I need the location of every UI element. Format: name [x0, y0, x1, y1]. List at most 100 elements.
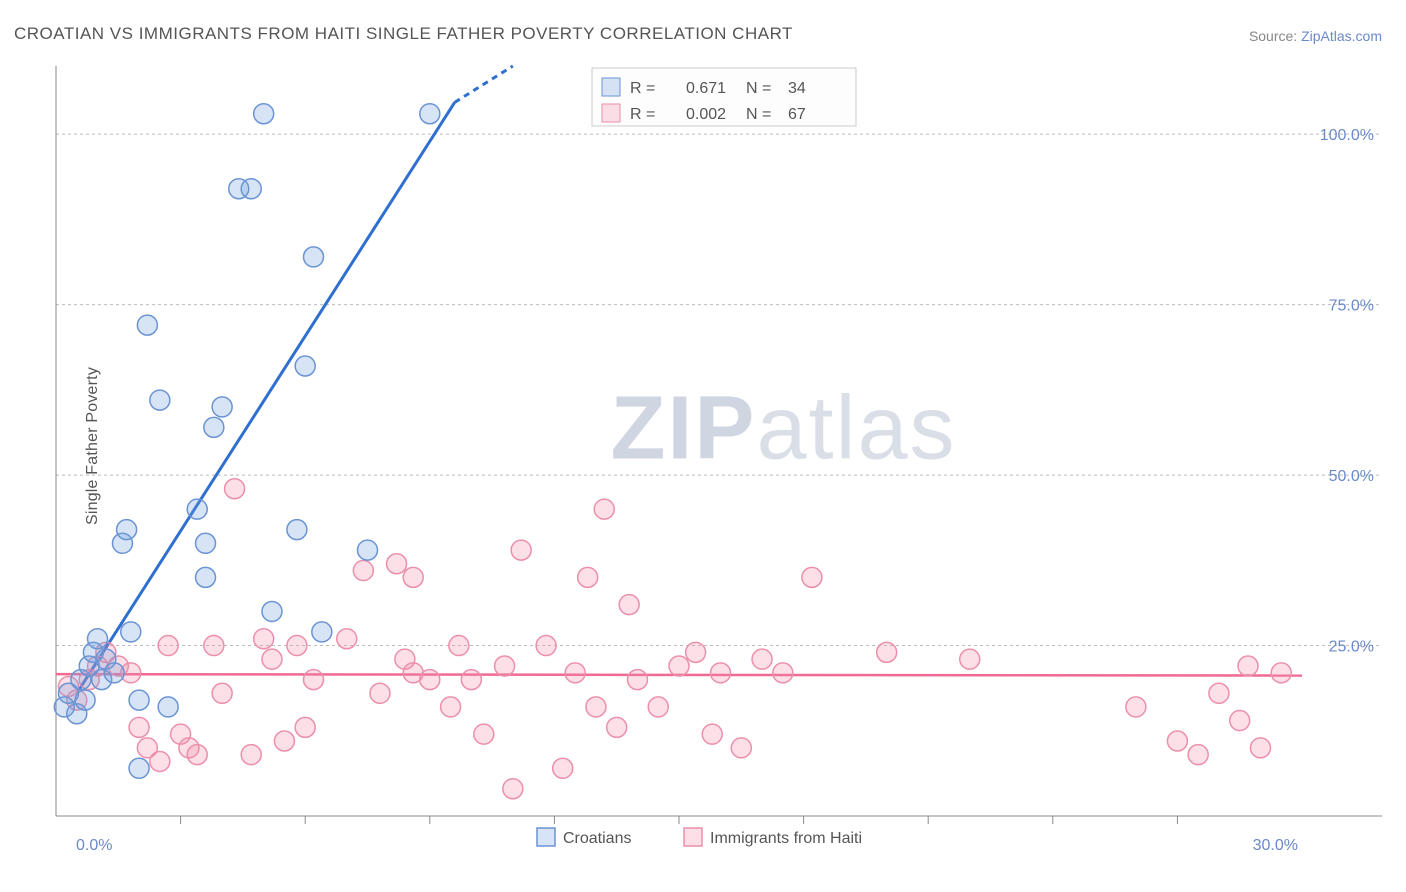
legend-r-label: R =	[630, 80, 655, 97]
point-haiti	[586, 697, 606, 717]
point-croatians	[117, 520, 137, 540]
point-haiti	[553, 758, 573, 778]
y-tick-label: 75.0%	[1329, 298, 1374, 315]
point-haiti	[370, 683, 390, 703]
point-haiti	[536, 636, 556, 656]
y-tick-label: 25.0%	[1329, 639, 1374, 656]
point-haiti	[449, 636, 469, 656]
point-haiti	[711, 663, 731, 683]
point-haiti	[802, 567, 822, 587]
point-haiti	[1188, 745, 1208, 765]
point-haiti	[420, 670, 440, 690]
point-haiti	[619, 595, 639, 615]
point-haiti	[503, 779, 523, 799]
point-croatians	[312, 622, 332, 642]
legend-n-label: N =	[746, 106, 771, 123]
point-croatians	[295, 356, 315, 376]
point-haiti	[295, 717, 315, 737]
point-haiti	[1209, 683, 1229, 703]
point-haiti	[578, 567, 598, 587]
point-haiti	[150, 751, 170, 771]
point-haiti	[337, 629, 357, 649]
point-croatians	[287, 520, 307, 540]
y-tick-label: 50.0%	[1329, 468, 1374, 485]
point-haiti	[752, 649, 772, 669]
legend-swatch-haiti	[602, 104, 620, 122]
legend-r-value: 0.002	[686, 106, 726, 123]
point-croatians	[129, 690, 149, 710]
source-credit: Source: ZipAtlas.com	[1249, 28, 1382, 44]
point-croatians	[420, 104, 440, 124]
point-croatians	[129, 758, 149, 778]
point-croatians	[88, 629, 108, 649]
x-tick-label: 0.0%	[76, 837, 112, 854]
legend-bottom-swatch-haiti	[684, 828, 702, 846]
trend-line-dash-croatians	[455, 66, 513, 102]
legend-r-value: 0.671	[686, 80, 726, 97]
source-link[interactable]: ZipAtlas.com	[1301, 28, 1382, 44]
point-haiti	[960, 649, 980, 669]
point-croatians	[187, 499, 207, 519]
point-croatians	[358, 540, 378, 560]
point-haiti	[204, 636, 224, 656]
legend-n-value: 34	[788, 80, 806, 97]
point-haiti	[212, 683, 232, 703]
point-haiti	[274, 731, 294, 751]
point-haiti	[187, 745, 207, 765]
point-haiti	[474, 724, 494, 744]
point-haiti	[129, 717, 149, 737]
point-haiti	[669, 656, 689, 676]
point-haiti	[158, 636, 178, 656]
point-croatians	[254, 104, 274, 124]
point-haiti	[403, 567, 423, 587]
point-haiti	[648, 697, 668, 717]
point-haiti	[441, 697, 461, 717]
point-haiti	[461, 670, 481, 690]
legend-bottom-label-haiti: Immigrants from Haiti	[710, 830, 862, 847]
point-haiti	[702, 724, 722, 744]
point-haiti	[594, 499, 614, 519]
point-haiti	[1230, 711, 1250, 731]
point-croatians	[196, 533, 216, 553]
point-haiti	[241, 745, 261, 765]
legend-r-label: R =	[630, 106, 655, 123]
point-haiti	[304, 670, 324, 690]
point-croatians	[150, 390, 170, 410]
point-haiti	[877, 642, 897, 662]
point-haiti	[1126, 697, 1146, 717]
point-croatians	[304, 247, 324, 267]
point-haiti	[254, 629, 274, 649]
legend-bottom-label-croatians: Croatians	[563, 830, 631, 847]
point-haiti	[565, 663, 585, 683]
point-croatians	[212, 397, 232, 417]
point-haiti	[353, 561, 373, 581]
source-label: Source:	[1249, 28, 1297, 44]
point-croatians	[241, 179, 261, 199]
point-haiti	[627, 670, 647, 690]
point-croatians	[121, 622, 141, 642]
point-croatians	[262, 601, 282, 621]
y-tick-label: 100.0%	[1320, 127, 1374, 144]
legend-series: Croatians Immigrants from Haiti	[537, 828, 862, 847]
point-haiti	[387, 554, 407, 574]
point-croatians	[196, 567, 216, 587]
legend-n-value: 67	[788, 106, 806, 123]
legend-correlation: R = 0.671 N = 34 R = 0.002 N = 67	[592, 68, 856, 126]
x-tick-label: 30.0%	[1253, 837, 1298, 854]
point-haiti	[773, 663, 793, 683]
point-haiti	[287, 636, 307, 656]
point-haiti	[262, 649, 282, 669]
plot-area: ZIPatlas 25.0%50.0%75.0%100.0%0.0%30.0%R…	[52, 60, 1382, 862]
scatter-chart: 25.0% 50.0% 75.0% 100.0% 0.0% 30.0% R = 0.671 N …	[52, 60, 1382, 862]
point-haiti	[1238, 656, 1258, 676]
point-croatians	[204, 417, 224, 437]
chart-title: CROATIAN VS IMMIGRANTS FROM HAITI SINGLE…	[14, 24, 793, 44]
point-haiti	[225, 479, 245, 499]
point-croatians	[75, 690, 95, 710]
legend-n-label: N =	[746, 80, 771, 97]
point-haiti	[1167, 731, 1187, 751]
legend-swatch-croatians	[602, 78, 620, 96]
point-haiti	[686, 642, 706, 662]
point-croatians	[137, 315, 157, 335]
point-haiti	[1271, 663, 1291, 683]
